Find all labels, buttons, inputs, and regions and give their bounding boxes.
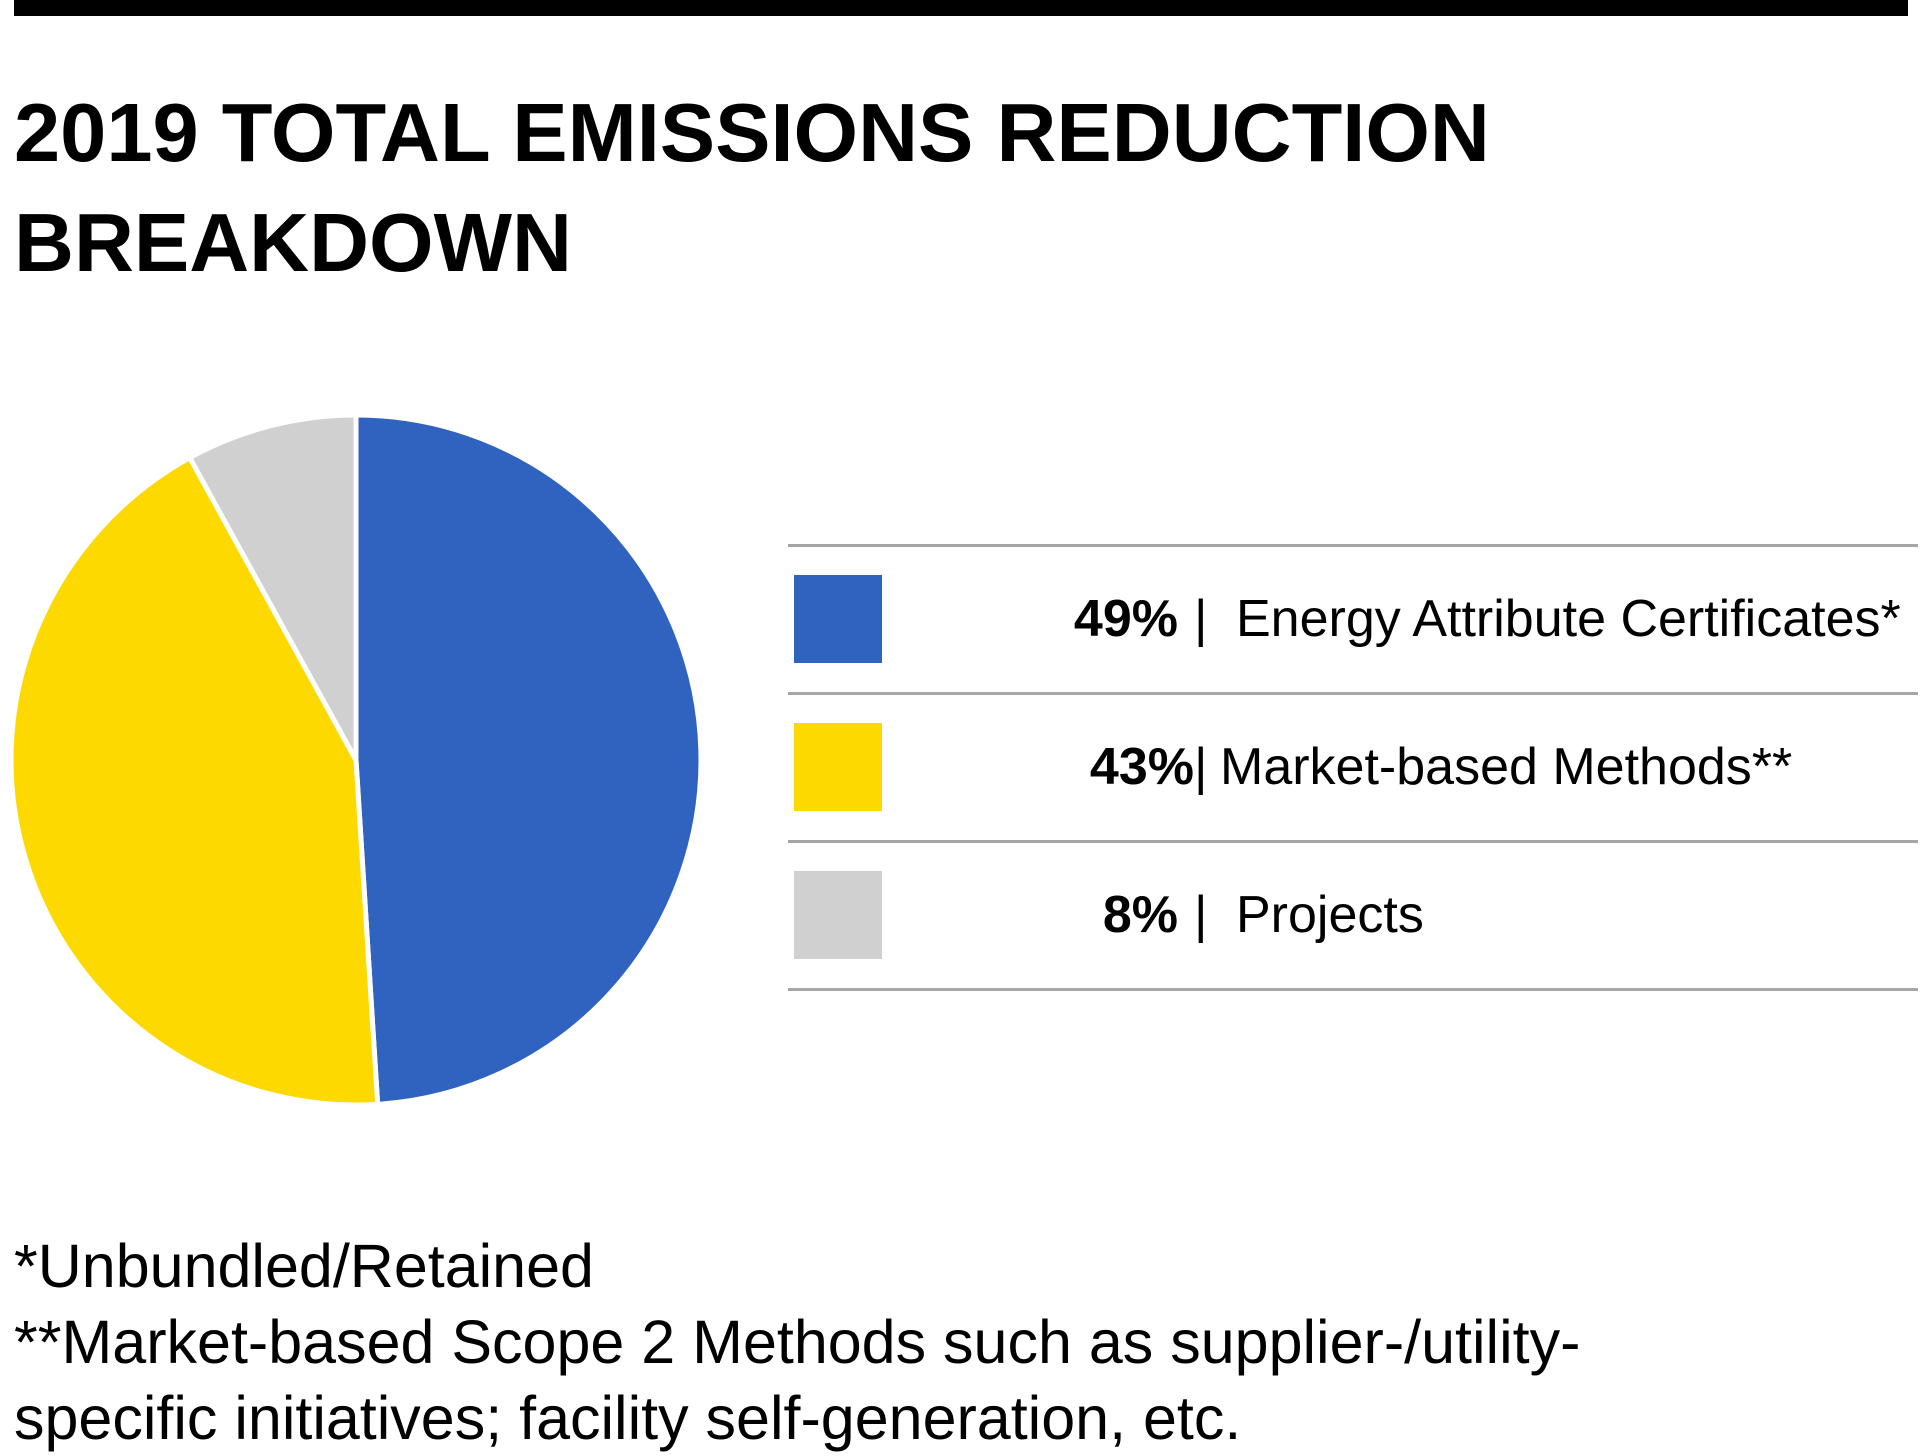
footnote-1: *Unbundled/Retained (14, 1232, 594, 1300)
legend-swatch-gray (794, 871, 882, 959)
legend-item-market-based-methods: 43% | Market-based Methods** (788, 695, 1918, 840)
legend-separator: | (1194, 738, 1208, 796)
legend-percent: 49% (1073, 590, 1178, 648)
legend-label: Market-based Methods** (1220, 738, 1793, 796)
legend-item-energy-attribute-certificates: 49% | Energy Attribute Certificates* (788, 547, 1918, 692)
legend-swatch-blue (794, 575, 882, 663)
footnote-2: **Market-based Scope 2 Methods such as s… (14, 1308, 1581, 1376)
legend-label: Projects (1236, 886, 1424, 944)
legend-divider (788, 988, 1918, 991)
pie-chart (8, 412, 704, 1108)
legend: 49% | Energy Attribute Certificates* 43%… (788, 544, 1918, 991)
footnotes: *Unbundled/Retained **Market-based Scope… (14, 1228, 1894, 1456)
footnote-3: specific initiatives; facility self-gene… (14, 1384, 1242, 1452)
pie-slice-market-based-methods (8, 455, 381, 1108)
legend-percent: 43% (1089, 738, 1194, 796)
legend-separator: | (1194, 886, 1208, 944)
legend-separator: | (1194, 590, 1208, 648)
legend-divider (788, 840, 1918, 843)
legend-percent: 8% (1102, 886, 1178, 944)
title-line-2: BREAKDOWN (14, 196, 572, 289)
legend-divider (788, 692, 1918, 695)
legend-swatch-yellow (794, 723, 882, 811)
chart-title: 2019 TOTAL EMISSIONS REDUCTION BREAKDOWN (14, 78, 1814, 298)
legend-item-projects: 8% | Projects (788, 843, 1918, 988)
top-rule (14, 0, 1908, 16)
title-line-1: 2019 TOTAL EMISSIONS REDUCTION (14, 86, 1490, 179)
legend-label: Energy Attribute Certificates* (1236, 590, 1901, 648)
legend-divider (788, 544, 1918, 547)
pie-slice-projects (187, 412, 359, 763)
pie-slice-energy-attribute-certificates (353, 412, 704, 1107)
